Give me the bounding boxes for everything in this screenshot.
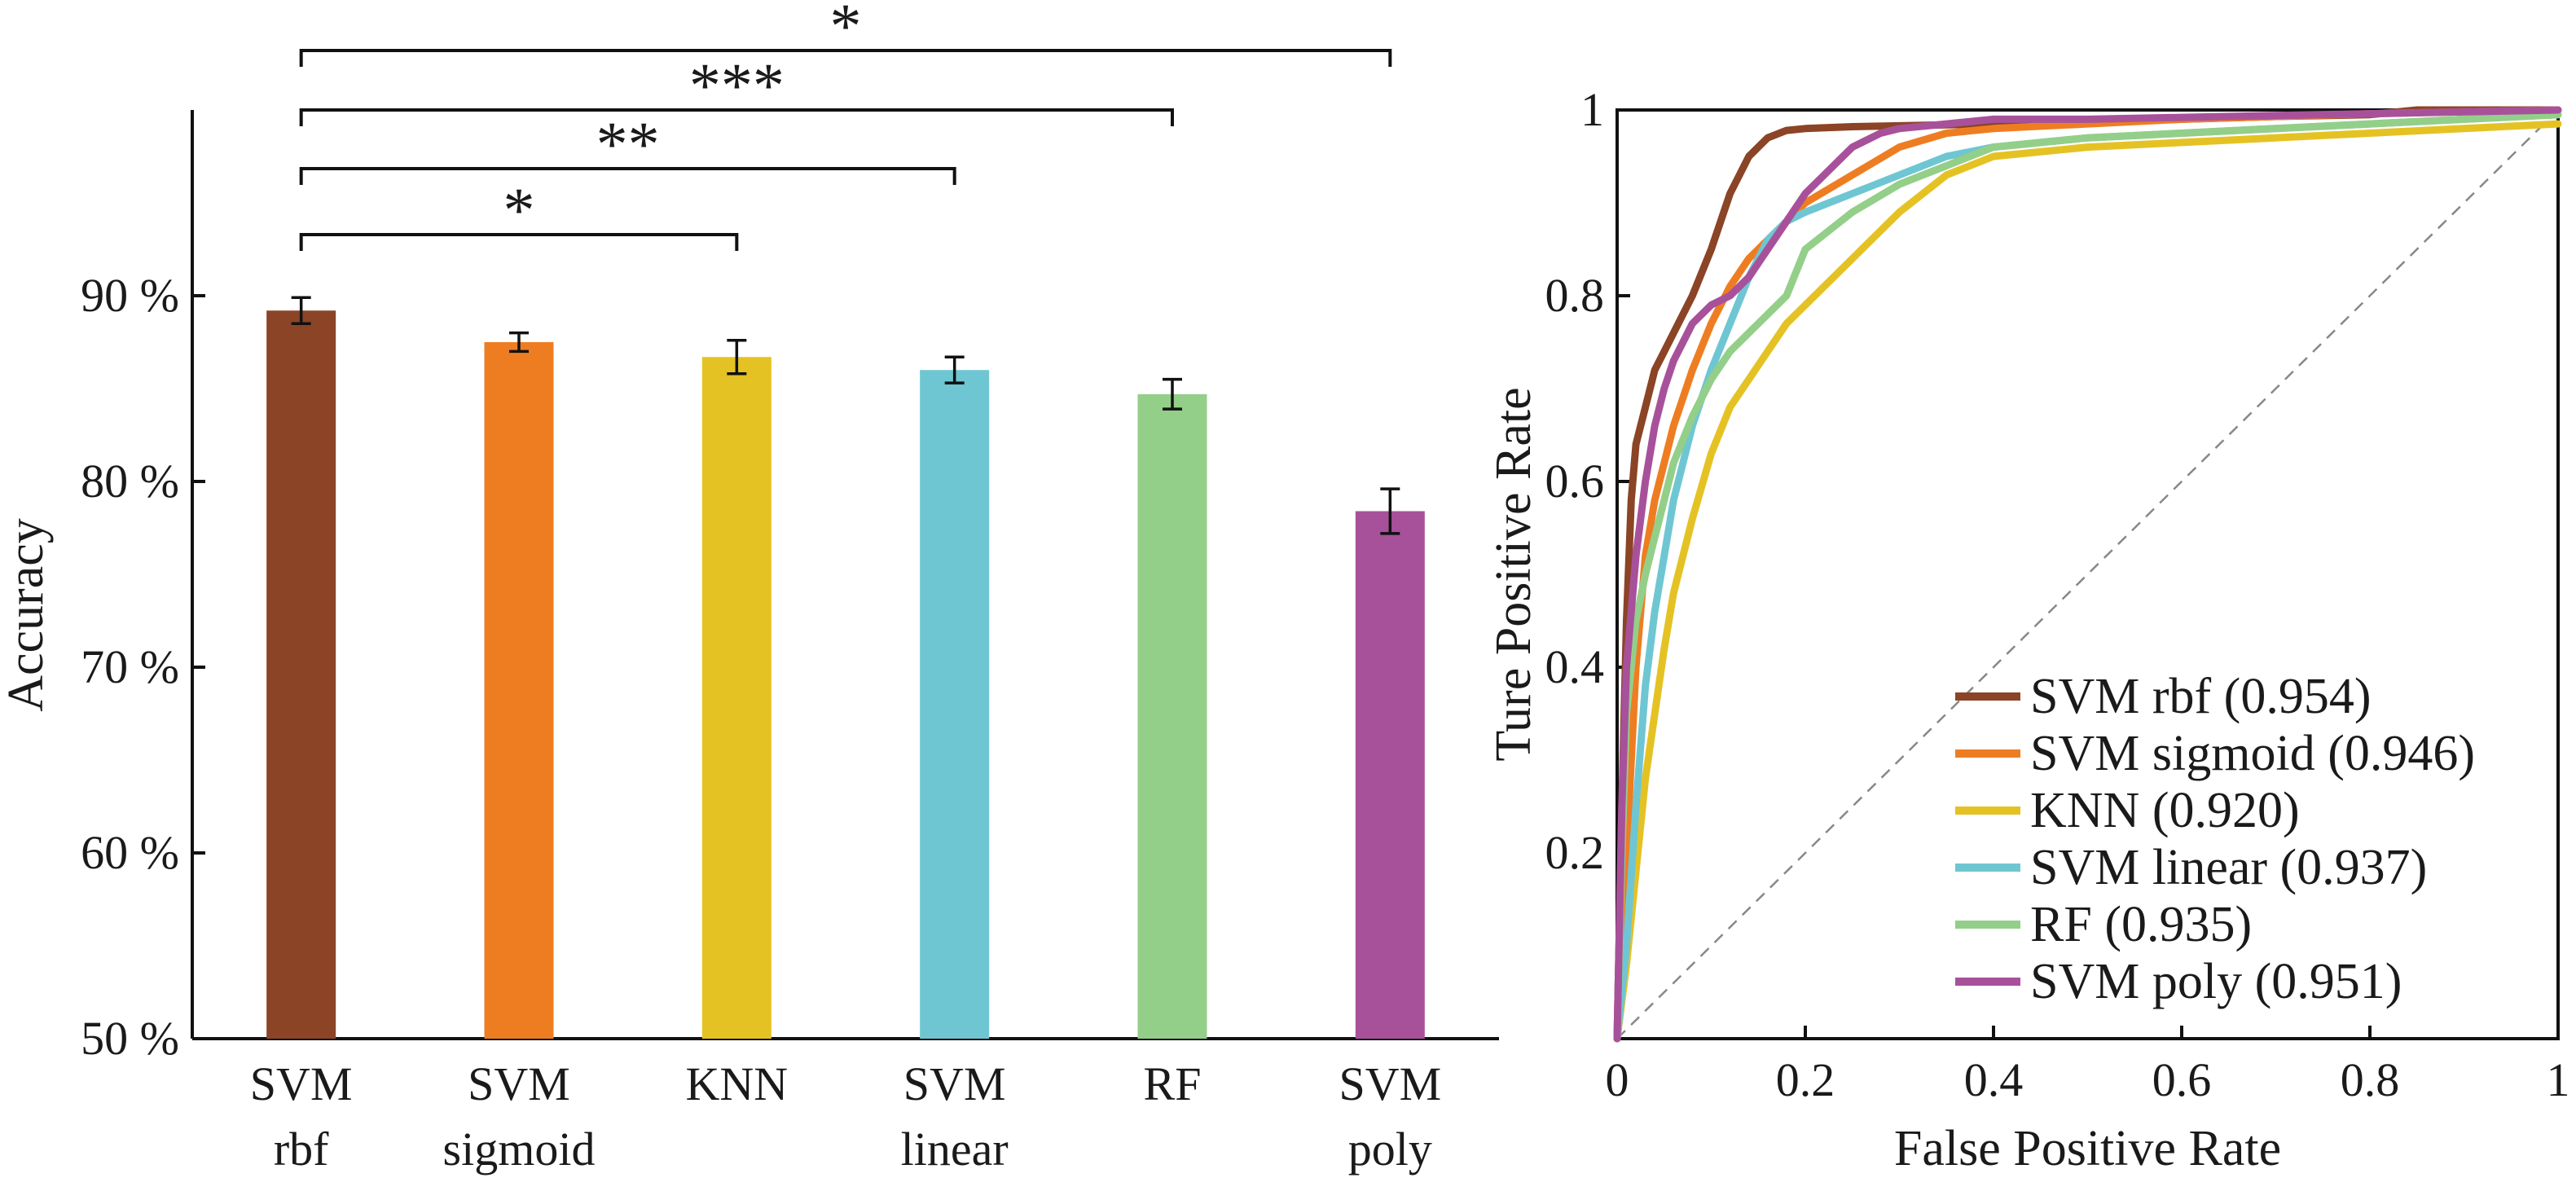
x-tick-label: KNN — [685, 1057, 788, 1110]
bar — [920, 370, 990, 1039]
y-tick-label: 50 % — [81, 1012, 179, 1065]
legend-entry: RF (0.935) — [2030, 897, 2252, 952]
legend-entry: SVM sigmoid (0.946) — [2030, 726, 2475, 781]
x-axis-title: False Positive Rate — [1894, 1121, 2281, 1176]
bar — [484, 342, 554, 1039]
y-tick-label: 80 % — [81, 455, 179, 508]
x-tick-label: SVM — [1339, 1057, 1441, 1110]
x-tick-label: 0.2 — [1776, 1053, 1835, 1106]
y-axis-title: Accuracy — [0, 518, 54, 712]
x-tick-label-line2: rbf — [274, 1123, 329, 1176]
roc-curve-series — [1613, 120, 2562, 1043]
accuracy-bar-chart: 50 % 60 % 70 % 80 % 90 % Accuracy SVM rbf SVM sig… — [0, 0, 1499, 1176]
y-axis-title: Ture Positive Rate — [1486, 387, 1541, 761]
bar — [1355, 511, 1425, 1039]
legend-entry: SVM linear (0.937) — [2030, 840, 2427, 895]
y-tick-label: 60 % — [81, 826, 179, 879]
x-tick-label: 0.8 — [2341, 1053, 2400, 1106]
significance-stars: ** — [596, 108, 660, 179]
bar — [266, 310, 336, 1039]
x-tick-label: 0 — [1606, 1053, 1629, 1106]
chance-diagonal — [1616, 109, 2559, 1039]
plot-frame — [1615, 108, 2560, 1040]
x-tick-label-line2: linear — [901, 1123, 1009, 1176]
legend-entry: KNN (0.920) — [2030, 783, 2300, 838]
y-tick-label: 0.6 — [1545, 455, 1605, 508]
legend-entry: SVM rbf (0.954) — [2030, 669, 2371, 724]
x-tick-label: 0.4 — [1964, 1053, 2024, 1106]
x-tick-label: SVM — [903, 1057, 1006, 1110]
x-tick-label: 1 — [2547, 1053, 2570, 1106]
y-tick-label: 90 % — [81, 269, 179, 322]
roc-curve-series — [1613, 106, 2562, 1043]
significance-stars: * — [503, 174, 535, 245]
significance-bracket — [299, 167, 956, 185]
y-tick-label: 0.4 — [1545, 640, 1605, 693]
bar — [701, 357, 771, 1039]
y-tick-label: 0.2 — [1545, 826, 1605, 879]
significance-bracket — [299, 233, 739, 251]
significance-stars: *** — [689, 50, 785, 121]
x-tick-label: RF — [1144, 1057, 1202, 1110]
significance-stars: * — [830, 0, 862, 61]
x-tick-label-line2: poly — [1348, 1123, 1432, 1176]
x-tick-label: 0.6 — [2152, 1053, 2212, 1106]
roc-curve-series — [1613, 111, 2562, 1043]
roc-curve-chart: 0 0.2 0.4 0.6 0.8 1 0.2 0.4 0.6 0.8 1 False Positiv… — [1486, 83, 2570, 1176]
legend-entry: SVM poly (0.951) — [2030, 954, 2402, 1009]
significance-bracket — [299, 108, 1174, 126]
x-tick-label-line2: sigmoid — [443, 1123, 596, 1176]
y-tick-label: 70 % — [81, 640, 179, 693]
significance-bracket — [299, 49, 1392, 67]
bar — [1137, 393, 1207, 1039]
x-tick-label: SVM — [250, 1057, 353, 1110]
y-tick-label: 0.8 — [1545, 269, 1605, 322]
x-tick-label: SVM — [468, 1057, 570, 1110]
y-tick-label: 1 — [1580, 83, 1604, 136]
